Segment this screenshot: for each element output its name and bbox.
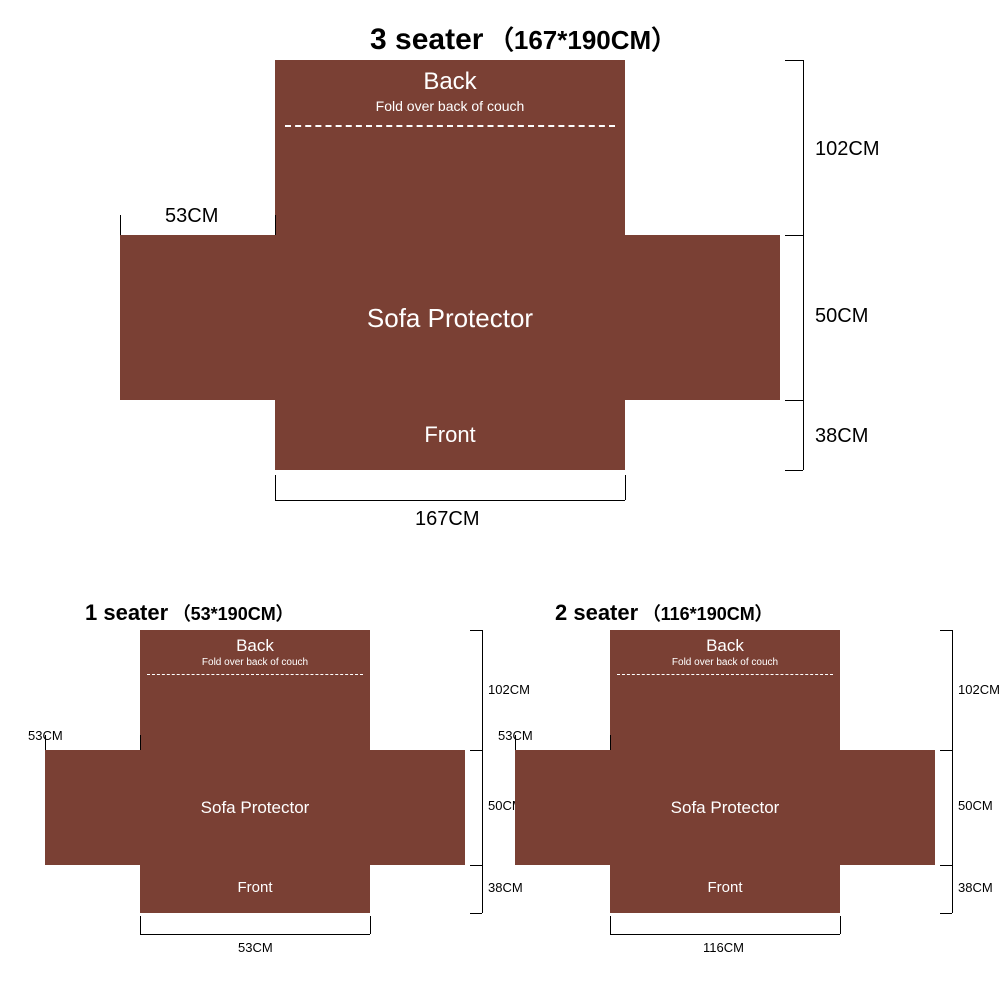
label-back: Back [275,68,625,96]
dim-102-2: 102CM [958,682,1000,697]
arm-left-2 [515,750,610,865]
label-back-2: Back [610,636,840,656]
dim-tick [785,400,803,401]
title-2-bold: 2 seater [555,600,638,625]
dim-line [120,215,121,235]
label-front-1: Front [140,879,370,896]
dim-line [610,934,840,935]
title-1seater: 1 seater （53*190CM） [85,600,294,626]
dim-50-2: 50CM [958,798,993,813]
dim-116-2: 116CM [703,940,744,955]
dim-line [952,630,953,750]
dim-line [610,916,611,934]
title-3-bold: 3 seater [370,23,483,56]
dim-line [140,735,141,750]
fold-line-2 [617,674,833,675]
dim-tick [470,913,482,914]
dim-line [952,750,953,865]
back-panel-1: Back Fold over back of couch [140,630,370,750]
dim-tick [940,750,952,751]
label-fold-1: Fold over back of couch [140,657,370,668]
dim-line [482,750,483,865]
arm-right [625,235,780,400]
dim-102: 102CM [815,138,879,161]
label-front-2: Front [610,879,840,896]
dim-line [803,235,804,400]
dim-line [840,916,841,934]
dim-line [952,865,953,913]
title-2seater: 2 seater （116*190CM） [555,600,773,626]
dim-tick [470,630,482,631]
dim-line [275,215,276,235]
dim-tick [785,235,803,236]
fold-line [285,125,615,127]
front-panel-1: Front [140,865,370,913]
dim-tick [940,913,952,914]
dim-53-left: 53CM [165,205,218,228]
dim-38-2: 38CM [958,880,993,895]
dim-tick [940,865,952,866]
arm-left-1 [45,750,140,865]
dim-line [45,735,46,750]
dim-line [275,500,625,501]
dim-line [482,865,483,913]
label-fold-2: Fold over back of couch [610,657,840,668]
title-1-bold: 1 seater [85,600,168,625]
dim-line [482,630,483,750]
dim-tick [940,630,952,631]
dim-line [803,400,804,470]
dim-line [803,60,804,235]
arm-left [120,235,275,400]
back-panel: Back Fold over back of couch [275,60,625,235]
title-3-paren: （167*190CM） [488,25,677,55]
title-3seater: 3 seater （167*190CM） [370,20,677,57]
label-main-2: Sofa Protector [610,798,840,818]
arm-right-1 [370,750,465,865]
dim-tick [785,470,803,471]
dim-167: 167CM [415,508,479,531]
label-back-1: Back [140,636,370,656]
dim-line [140,916,141,934]
diagram-2seater: Back Fold over back of couch Sofa Protec… [515,630,985,980]
front-panel-2: Front [610,865,840,913]
seat-panel-2: Sofa Protector [610,750,840,865]
fold-line-1 [147,674,363,675]
label-front: Front [275,422,625,448]
diagram-1seater: Back Fold over back of couch Sofa Protec… [45,630,515,980]
label-fold: Fold over back of couch [275,98,625,114]
seat-panel-1: Sofa Protector [140,750,370,865]
dim-53w-1: 53CM [238,940,273,955]
front-panel: Front [275,400,625,470]
back-panel-2: Back Fold over back of couch [610,630,840,750]
arm-right-2 [840,750,935,865]
dim-line [610,735,611,750]
label-main: Sofa Protector [275,303,625,334]
dim-tick [470,865,482,866]
seat-panel: Sofa Protector [275,235,625,400]
dim-tick [785,60,803,61]
dim-line [515,735,516,750]
dim-38: 38CM [815,425,868,448]
title-1-paren: （53*190CM） [173,604,294,624]
diagram-3seater: Back Fold over back of couch Sofa Protec… [120,60,870,540]
dim-line [140,934,370,935]
dim-tick [470,750,482,751]
dim-line [275,475,276,500]
dim-line [625,475,626,500]
dim-line [370,916,371,934]
label-main-1: Sofa Protector [140,798,370,818]
title-2-paren: （116*190CM） [643,604,773,624]
dim-50: 50CM [815,305,868,328]
